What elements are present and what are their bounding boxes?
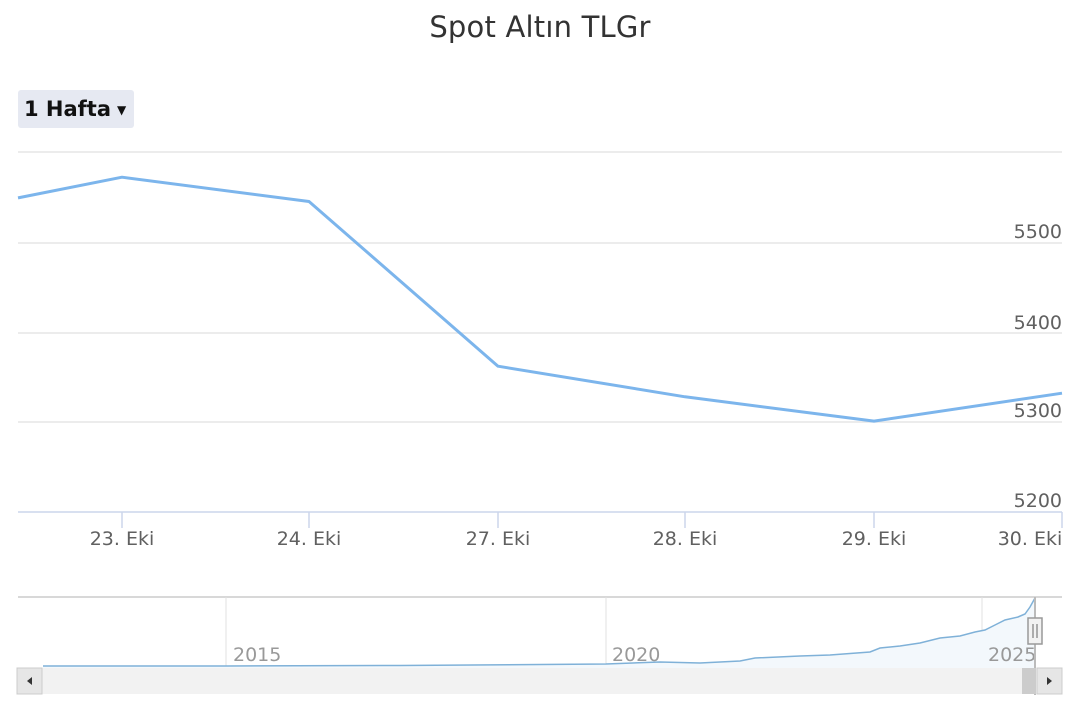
navigator-label: 2020 [612,644,660,666]
navigator-label: 2025 [988,644,1036,666]
series-line[interactable] [17,175,1063,423]
grid-lines [18,151,1062,423]
x-tick-label: 23. Eki [90,528,155,550]
y-tick-label: 5500 [1014,221,1062,243]
chart-title: Spot Altın TLGr [429,10,651,44]
scrollbar-thumb[interactable] [1022,668,1036,694]
scroll-left-button[interactable] [16,667,43,695]
navigator-label: 2015 [233,644,281,666]
arrow-right-icon [1047,677,1052,685]
x-tick-label: 24. Eki [277,528,342,550]
arrow-left-icon [27,677,32,685]
x-tick-label: 27. Eki [466,528,531,550]
navigator-handle[interactable] [1027,617,1043,645]
y-tick-label: 5400 [1014,312,1062,334]
y-tick-label: 5300 [1014,400,1062,422]
caret-down-icon: ▼ [117,103,127,117]
navigator[interactable]: 2015 2020 2025 [18,596,1062,695]
x-axis-ticks [121,512,1063,528]
y-tick-label: 5200 [1014,490,1062,512]
navigator-series-line [43,597,1036,667]
navigator-series-area [43,598,1035,668]
x-tick-label: 30. Eki [998,528,1063,550]
scroll-right-button[interactable] [1036,667,1063,695]
range-selector-label: 1 Hafta [24,97,112,121]
range-selector-dropdown[interactable]: 1 Hafta ▼ [18,90,135,128]
scrollbar[interactable] [16,667,1063,695]
x-tick-label: 29. Eki [842,528,907,550]
x-tick-label: 28. Eki [653,528,718,550]
